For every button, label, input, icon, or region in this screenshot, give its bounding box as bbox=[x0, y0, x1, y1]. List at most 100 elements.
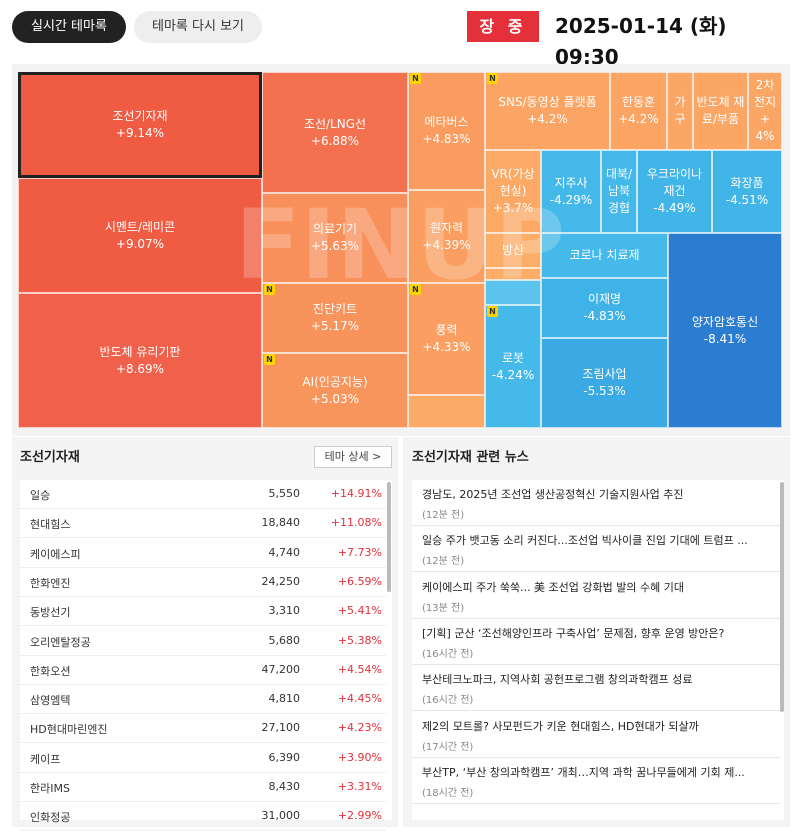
news-title: 일승 주가 뱃고동 소리 커진다...조선업 빅사이클 진입 기대에 트럼프 .… bbox=[422, 534, 748, 548]
treemap-cell[interactable]: AI(인공지능) +5.03% bbox=[262, 353, 408, 428]
treemap-cell[interactable]: 의료기기 +5.63% bbox=[262, 193, 408, 283]
stock-name: HD현대마린엔진 bbox=[30, 723, 108, 737]
news-item[interactable]: [기획] 군산 ‘조선해양인프라 구축사업’ 문제점, 향후 운영 방안은? (1… bbox=[412, 619, 780, 665]
stock-row[interactable]: 한화엔진 24,250 +6.59% bbox=[20, 568, 386, 597]
cell-name: 조선/LNG선 bbox=[303, 116, 367, 131]
news-title: 부산TP, ‘부산 창의과학캠프’ 개최…지역 과학 꿈나무들에게 기회 제..… bbox=[422, 765, 745, 779]
cell-change: +5.63% bbox=[310, 239, 360, 253]
news-title: [기획] 군산 ‘조선해양인프라 구축사업’ 문제점, 향후 운영 방안은? bbox=[422, 626, 725, 640]
cell-name: 화장품 bbox=[730, 175, 764, 190]
stock-change: +4.54% bbox=[337, 662, 382, 676]
treemap-cell[interactable]: 풍력 +4.33% bbox=[408, 283, 485, 395]
treemap-cell[interactable]: 한동훈 +4.2% bbox=[610, 72, 667, 150]
treemap-cell[interactable]: 이재명 -4.83% bbox=[541, 278, 668, 338]
treemap-cell[interactable]: 메타버스 +4.83% bbox=[408, 72, 485, 190]
stock-row[interactable]: 동방선기 3,310 +5.41% bbox=[20, 597, 386, 627]
treemap-cell[interactable]: 조선기자재 +9.14% bbox=[18, 72, 262, 178]
cell-blank bbox=[485, 280, 541, 305]
cell-name: 풍력 bbox=[435, 323, 458, 337]
treemap-cell[interactable]: 지주사 -4.29% bbox=[541, 150, 601, 233]
stock-price: 8,430 bbox=[268, 780, 301, 793]
cell-change: +9.07% bbox=[115, 236, 165, 251]
stock-change: +3.90% bbox=[337, 750, 382, 764]
cell-name: 진단키트 bbox=[312, 302, 358, 316]
cell-name: 이재명 bbox=[587, 292, 622, 306]
treemap-cell[interactable]: 방산 bbox=[485, 233, 541, 268]
cell-blank bbox=[408, 395, 485, 428]
cell-name: 의료기기 bbox=[312, 222, 358, 236]
stock-price: 5,550 bbox=[268, 487, 301, 500]
news-item[interactable]: 부산TP, ‘부산 창의과학캠프’ 개최…지역 과학 꿈나무들에게 기회 제..… bbox=[412, 758, 780, 804]
cell-name: 로봇 bbox=[501, 350, 525, 365]
cell-change: +4.39% bbox=[422, 237, 471, 252]
stock-row[interactable]: 현대힘스 18,840 +11.08% bbox=[20, 509, 386, 539]
tab-active[interactable]: 실시간 테마록 bbox=[12, 11, 126, 43]
news-item[interactable]: 제2의 모트롤? 사모펀드가 키운 현대힘스, HD현대가 되살까 (17시간 전… bbox=[412, 712, 780, 758]
stock-price: 6,390 bbox=[268, 750, 301, 764]
new-badge: N bbox=[410, 73, 421, 84]
treemap-cell[interactable]: 조림사업 -5.53% bbox=[541, 338, 668, 428]
stock-change: +3.31% bbox=[337, 780, 382, 793]
treemap-cell[interactable]: 반도체 유리기판 +8.69% bbox=[18, 293, 262, 428]
treemap-cell[interactable]: 원자력 +4.39% bbox=[408, 190, 485, 283]
cell-name: 우크라이나 재건 bbox=[646, 167, 703, 198]
treemap-cell[interactable]: 시멘트/레미콘 +9.07% bbox=[18, 178, 262, 293]
cell-change: -4.29% bbox=[549, 192, 593, 207]
stock-row[interactable]: 케이에스피 4,740 +7.73% bbox=[20, 539, 386, 568]
stock-row[interactable]: 인화정공 31,000 +2.99% bbox=[20, 802, 386, 831]
treemap-cell[interactable]: 코로나 치료제 bbox=[541, 233, 668, 278]
stock-row[interactable]: 삼영엠텍 4,810 +4.45% bbox=[20, 685, 386, 715]
news-bg bbox=[412, 480, 784, 820]
treemap-cell[interactable]: 반도체 재료/부품 bbox=[693, 72, 748, 150]
table-bg bbox=[20, 480, 392, 820]
news-time: (18시간 전) bbox=[422, 787, 474, 799]
cell-change: +4% bbox=[755, 112, 775, 143]
treemap-cell[interactable]: 가구 bbox=[667, 72, 693, 150]
treemap-cell[interactable]: 우크라이나 재건 -4.49% bbox=[637, 150, 712, 233]
stock-price: 4,810 bbox=[268, 692, 301, 706]
treemap-cell[interactable]: 로봇 -4.24% bbox=[485, 305, 541, 428]
panel-title: 조선기자재 관련 뉴스 bbox=[412, 450, 529, 465]
treemap-cell[interactable]: 2차전지 +4% bbox=[748, 72, 782, 150]
stock-name: 오리엔탈정공 bbox=[30, 635, 91, 649]
stock-name: 한화오션 bbox=[30, 664, 71, 678]
cell-change: +4.2% bbox=[527, 112, 568, 126]
cell-name: VR(가상현실) bbox=[491, 167, 535, 198]
cell-name: 방산 bbox=[501, 243, 525, 257]
stock-row[interactable]: 오리엔탈정공 5,680 +5.38% bbox=[20, 627, 386, 656]
treemap-cell[interactable]: 대북/남북경협 bbox=[601, 150, 637, 233]
cell-name: 시멘트/레미콘 bbox=[104, 219, 176, 234]
cell-name: 2차전지 bbox=[753, 78, 777, 109]
news-time: (13분 전) bbox=[422, 602, 465, 614]
stock-change: +11.08% bbox=[330, 516, 382, 530]
cell-change: -4.83% bbox=[583, 309, 626, 323]
new-badge: N bbox=[487, 73, 498, 84]
cell-name: 반도체 유리기판 bbox=[99, 344, 181, 359]
news-time: (12분 전) bbox=[422, 556, 465, 568]
panel-title: 조선기자재 bbox=[20, 450, 80, 465]
news-item[interactable]: 일승 주가 뱃고동 소리 커진다...조선업 빅사이클 진입 기대에 트럼프 .… bbox=[412, 526, 780, 573]
cell-change: +5.17% bbox=[310, 319, 360, 333]
treemap-cell[interactable]: 화장품 -4.51% bbox=[712, 150, 782, 233]
treemap-cell[interactable]: SNS/동영상 플랫폼 +4.2% bbox=[485, 72, 610, 150]
news-item[interactable]: 케이에스피 주가 쑥쑥... 美 조선업 강화법 발의 수혜 기대 (13분 전) bbox=[412, 573, 780, 619]
stock-row[interactable]: HD현대마린엔진 27,100 +4.23% bbox=[20, 714, 386, 744]
stock-name: 케이에스피 bbox=[30, 547, 81, 561]
cell-name: 양자암호통신 bbox=[691, 314, 759, 329]
treemap-cell[interactable]: 양자암호통신 -8.41% bbox=[668, 233, 782, 428]
treemap-cell[interactable]: 조선/LNG선 +6.88% bbox=[262, 72, 408, 193]
tab[interactable]: 테마록 다시 보기 bbox=[134, 11, 262, 43]
news-item[interactable]: 부산테크노파크, 지역사회 공헌프로그램 창의과학캠프 성료 (16시간 전) bbox=[412, 665, 780, 712]
detail-button[interactable]: 테마 상세 > bbox=[314, 446, 392, 468]
stock-row[interactable]: 한라IMS 8,430 +3.31% bbox=[20, 773, 386, 802]
treemap-cell[interactable]: 진단키트 +5.17% bbox=[262, 283, 408, 353]
stock-row[interactable]: 일승 5,550 +14.91% bbox=[20, 480, 386, 509]
news-item[interactable]: 경남도, 2025년 조선업 생산공정혁신 기술지원사업 추진 (12분 전) bbox=[412, 480, 780, 526]
stock-price: 5,680 bbox=[268, 633, 301, 647]
treemap-cell[interactable]: VR(가상현실) +3.7% bbox=[485, 150, 541, 233]
cell-change: -5.53% bbox=[583, 384, 626, 398]
stock-row[interactable]: 한화오션 47,200 +4.54% bbox=[20, 656, 386, 685]
stock-row[interactable]: 케이프 6,390 +3.90% bbox=[20, 744, 386, 773]
news-title: 경남도, 2025년 조선업 생산공정혁신 기술지원사업 추진 bbox=[422, 488, 684, 501]
cell-change: +5.03% bbox=[310, 391, 360, 406]
